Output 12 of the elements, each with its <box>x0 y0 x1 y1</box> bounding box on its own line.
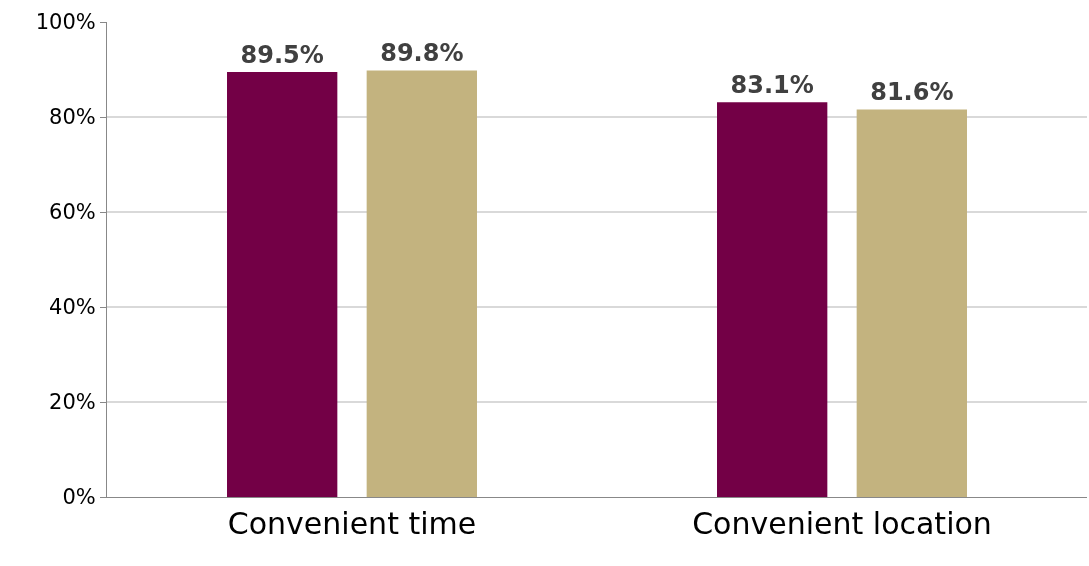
x-tick-label: Convenient time <box>227 506 477 541</box>
y-tick-label: 40% <box>49 295 96 320</box>
data-label: 89.8% <box>380 39 464 68</box>
y-tick-label: 60% <box>49 200 96 225</box>
data-label: 83.1% <box>730 71 814 100</box>
x-tick-label: Convenient location <box>692 506 992 541</box>
data-label: 81.6% <box>870 78 954 107</box>
y-tick-label: 80% <box>49 105 96 130</box>
y-tick-label: 0% <box>62 485 96 510</box>
data-label: 89.5% <box>240 40 324 69</box>
y-tick-label: 20% <box>49 390 96 415</box>
y-tick-label: 100% <box>35 10 96 35</box>
